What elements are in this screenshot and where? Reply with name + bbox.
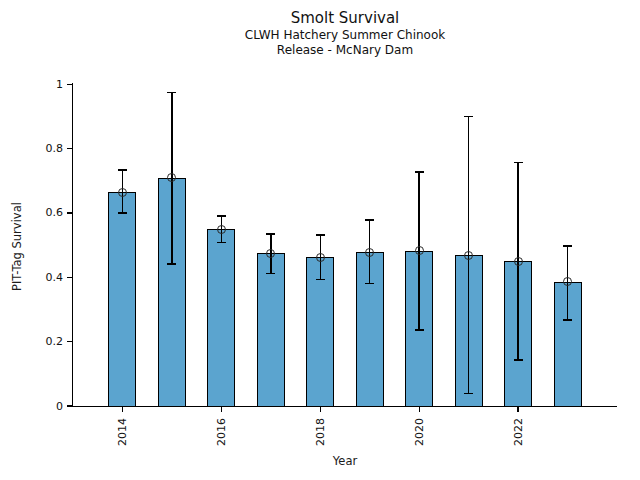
y-tick <box>67 341 72 342</box>
y-axis-spine <box>72 83 73 407</box>
y-tick-label: 0.2 <box>27 335 63 348</box>
chart-subtitle-line2: Release - McNary Dam <box>73 43 617 58</box>
x-tick-label: 2018 <box>314 418 327 446</box>
x-tick-label: 2016 <box>215 418 228 446</box>
x-tick <box>320 407 321 412</box>
y-tick <box>67 84 72 85</box>
chart-subtitle-line1: CLWH Hatchery Summer Chinook <box>73 28 617 43</box>
x-tick-label: 2020 <box>413 418 426 446</box>
point-marker <box>464 251 473 260</box>
error-bar-cap-top <box>514 162 523 164</box>
chart-title: Smolt Survival <box>73 9 617 28</box>
point-marker <box>514 257 523 266</box>
error-bar-cap-bottom <box>365 283 374 285</box>
x-axis-spine <box>72 406 617 407</box>
x-tick-label: 2014 <box>116 418 129 446</box>
y-axis-label: PIT-Tag Survival <box>10 202 24 291</box>
x-tick <box>517 407 518 412</box>
error-bar-cap-top <box>266 233 275 235</box>
error-bar-cap-top <box>167 92 176 94</box>
error-bar-cap-top <box>365 219 374 221</box>
bar <box>257 253 285 407</box>
y-tick-label: 0.4 <box>27 271 63 284</box>
point-marker <box>266 249 275 258</box>
x-tick <box>419 407 420 412</box>
point-marker <box>316 253 325 262</box>
x-tick <box>221 407 222 412</box>
y-tick <box>67 148 72 149</box>
x-tick <box>122 407 123 412</box>
figure: Smolt Survival CLWH Hatchery Summer Chin… <box>0 0 640 480</box>
error-bar-cap-top <box>563 245 572 247</box>
error-bar-cap-bottom <box>217 242 226 244</box>
error-bar-cap-top <box>118 169 127 171</box>
point-marker <box>365 248 374 257</box>
bar <box>108 192 136 407</box>
error-bar-cap-top <box>217 215 226 217</box>
y-tick-label: 1 <box>27 78 63 91</box>
y-tick <box>67 212 72 213</box>
point-marker <box>217 225 226 234</box>
y-tick-label: 0.6 <box>27 206 63 219</box>
error-bar-cap-bottom <box>266 273 275 275</box>
x-axis-label: Year <box>73 454 617 468</box>
error-bar-cap-bottom <box>118 212 127 214</box>
error-bar-cap-top <box>415 171 424 173</box>
point-marker <box>118 188 127 197</box>
error-bar-cap-bottom <box>415 329 424 331</box>
bar <box>207 229 235 407</box>
y-tick <box>67 277 72 278</box>
y-tick-label: 0 <box>27 400 63 413</box>
point-marker <box>415 246 424 255</box>
error-bar-cap-top <box>464 116 473 118</box>
error-bar-cap-bottom <box>316 279 325 281</box>
error-bar-cap-bottom <box>464 393 473 395</box>
error-bar-cap-bottom <box>514 359 523 361</box>
x-tick-label: 2022 <box>512 418 525 446</box>
error-bar-cap-bottom <box>167 263 176 265</box>
error-bar-cap-bottom <box>563 319 572 321</box>
title-block: Smolt Survival CLWH Hatchery Summer Chin… <box>73 9 617 58</box>
y-tick <box>67 405 72 406</box>
error-bar-cap-top <box>316 234 325 236</box>
y-tick-label: 0.8 <box>27 142 63 155</box>
